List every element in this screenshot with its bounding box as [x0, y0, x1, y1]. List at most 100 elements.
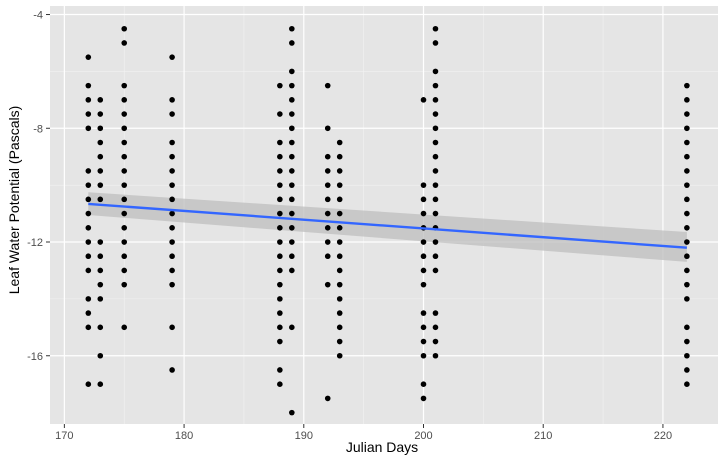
data-point: [169, 224, 175, 231]
data-point: [324, 281, 331, 288]
x-tick-label: 190: [295, 430, 313, 442]
data-point: [121, 324, 128, 331]
data-point: [85, 224, 92, 231]
data-point: [336, 139, 343, 146]
data-point: [289, 239, 295, 245]
x-tick-label: 170: [55, 430, 73, 442]
data-point: [336, 224, 343, 231]
data-point: [121, 239, 128, 245]
data-point: [324, 196, 331, 203]
data-point: [97, 381, 104, 387]
data-point: [169, 182, 175, 188]
data-point: [420, 395, 427, 402]
data-point: [684, 111, 690, 117]
data-point: [277, 210, 283, 217]
data-point: [169, 97, 175, 103]
data-point: [121, 40, 128, 46]
y-tick-label: -4: [33, 10, 43, 22]
y-tick-label: -16: [27, 351, 43, 363]
data-point: [289, 324, 295, 331]
data-point: [289, 168, 295, 174]
data-point: [169, 281, 175, 288]
data-point: [277, 253, 283, 260]
data-point: [97, 182, 104, 188]
data-point: [169, 139, 175, 146]
data-point: [684, 352, 690, 359]
data-point: [277, 281, 283, 288]
data-point: [324, 168, 331, 174]
data-point: [432, 111, 439, 117]
data-point: [85, 267, 92, 274]
data-point: [121, 168, 128, 174]
data-point: [684, 182, 690, 188]
data-point: [85, 381, 92, 387]
trend-line: [88, 202, 687, 249]
data-point: [97, 97, 104, 103]
data-point: [169, 111, 175, 117]
data-point: [420, 310, 427, 316]
data-point: [121, 153, 128, 160]
data-point: [336, 267, 343, 274]
data-point: [277, 338, 283, 345]
data-point: [277, 324, 283, 331]
data-point: [289, 139, 295, 146]
x-tick-label: 220: [654, 430, 672, 442]
data-point: [289, 210, 295, 217]
data-point: [277, 196, 283, 203]
data-point: [324, 253, 331, 260]
data-point: [85, 182, 92, 188]
data-point: [684, 82, 690, 89]
data-point: [432, 338, 439, 345]
data-point: [324, 395, 331, 402]
data-point: [336, 352, 343, 359]
data-point: [277, 182, 283, 188]
data-point: [121, 182, 128, 188]
data-point: [289, 68, 295, 75]
data-point: [684, 125, 690, 132]
data-point: [85, 310, 92, 316]
data-point: [420, 196, 427, 203]
data-point: [684, 224, 690, 231]
data-point: [85, 111, 92, 117]
data-point: [684, 281, 690, 288]
data-point: [684, 97, 690, 103]
confidence-band-layer: [88, 192, 687, 262]
data-point: [432, 153, 439, 160]
data-point: [420, 324, 427, 331]
data-point: [97, 111, 104, 117]
data-point: [324, 239, 331, 245]
data-point: [85, 239, 92, 245]
data-point: [432, 310, 439, 316]
data-point: [97, 352, 104, 359]
y-tick-label: -12: [27, 237, 43, 249]
data-point: [277, 82, 283, 89]
data-point: [289, 153, 295, 160]
data-point: [85, 324, 92, 331]
data-point: [277, 224, 283, 231]
data-point: [289, 182, 295, 188]
y-axis-title: Leaf Water Potential (Pascals): [6, 106, 22, 295]
data-point: [277, 267, 283, 274]
data-point: [420, 97, 427, 103]
data-point: [684, 210, 690, 217]
data-point: [121, 224, 128, 231]
data-point: [121, 267, 128, 274]
data-point: [289, 253, 295, 260]
data-point: [684, 324, 690, 331]
data-point: [432, 139, 439, 146]
data-point: [432, 267, 439, 274]
x-axis-title: Julian Days: [346, 439, 418, 455]
data-point: [324, 182, 331, 188]
data-point: [85, 125, 92, 132]
data-point: [97, 267, 104, 274]
data-point: [169, 54, 175, 60]
trend-line-layer: [88, 202, 687, 249]
data-point: [420, 338, 427, 345]
data-point: [420, 182, 427, 188]
data-point: [169, 267, 175, 274]
data-point: [277, 111, 283, 117]
data-point: [85, 210, 92, 217]
data-point: [85, 168, 92, 174]
data-point: [277, 153, 283, 160]
